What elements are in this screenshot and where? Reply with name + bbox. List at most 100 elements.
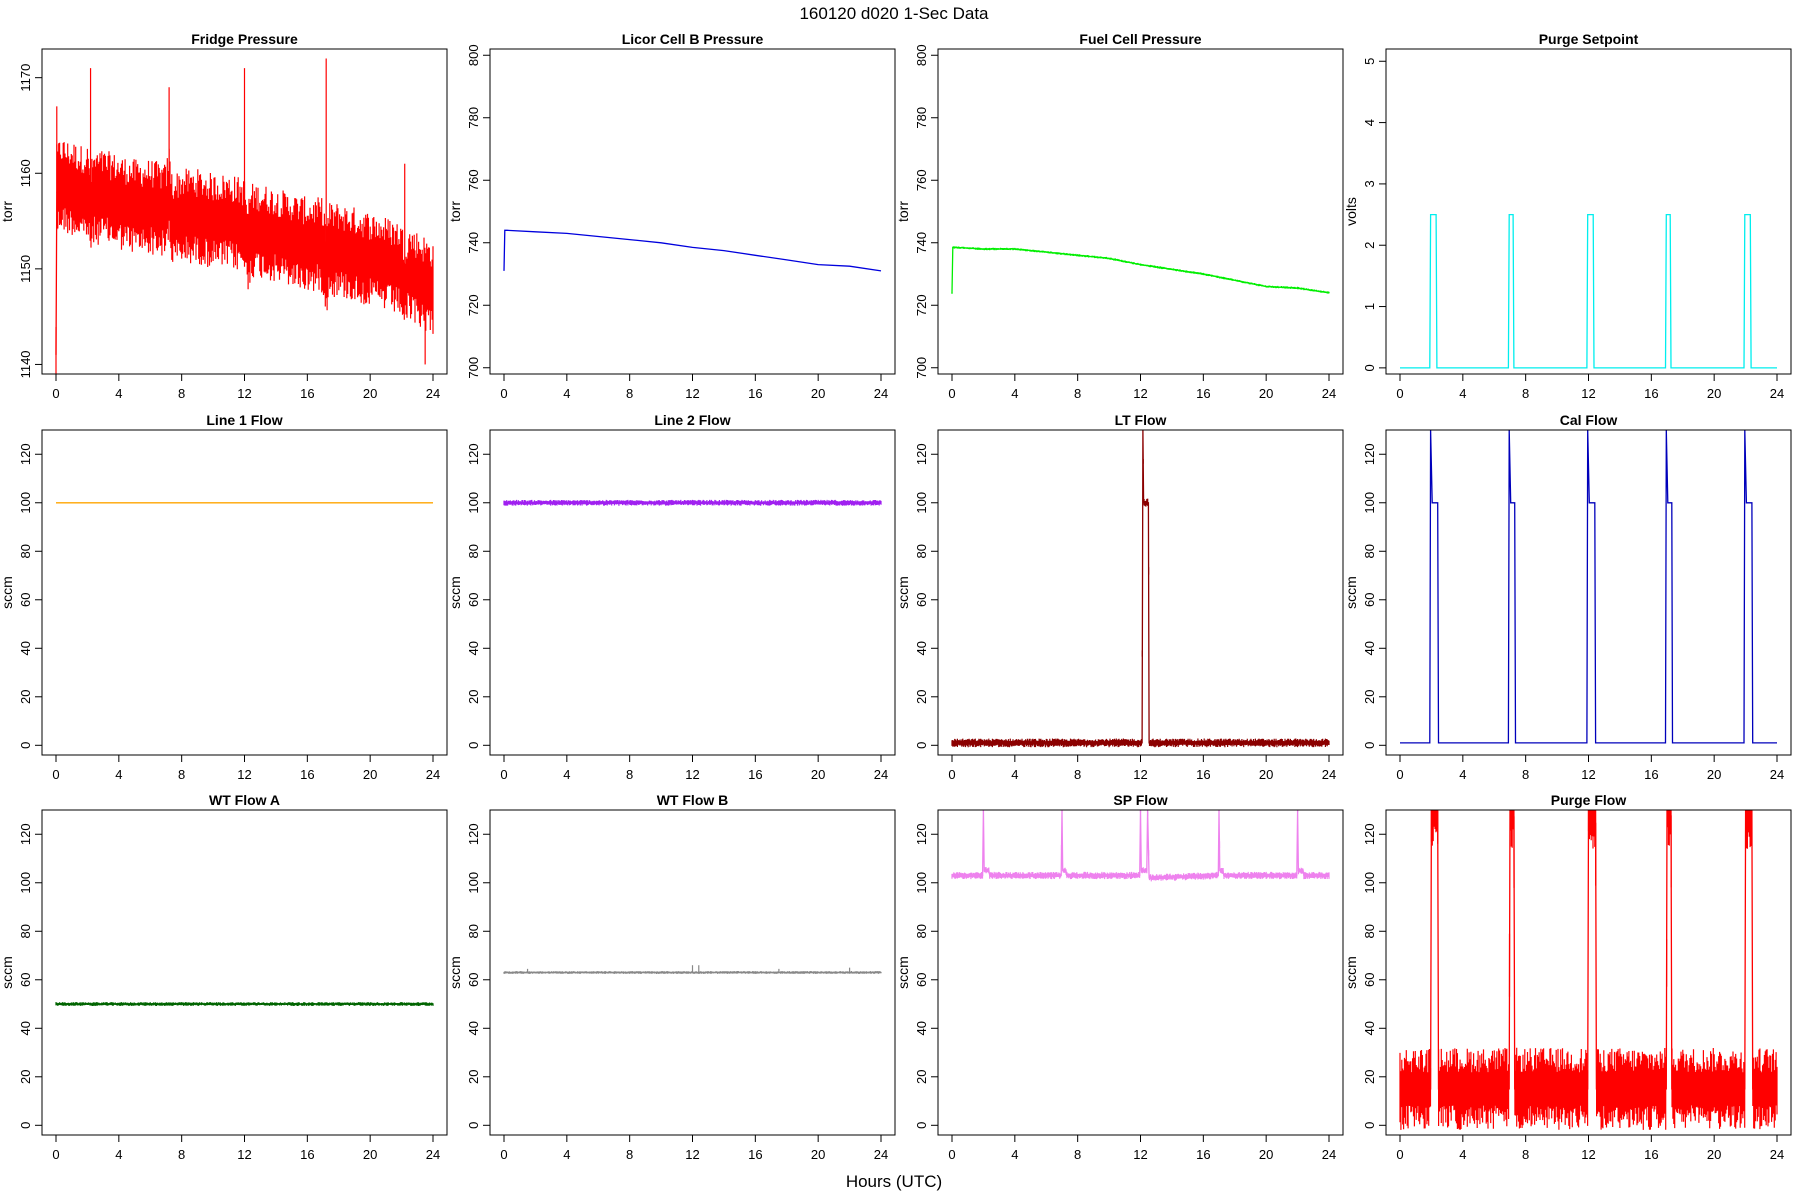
y-tick-label: 60 [466, 973, 481, 987]
x-tick-label: 0 [948, 767, 955, 782]
x-tick-label: 8 [178, 386, 185, 401]
x-tick-label: 12 [1581, 1147, 1595, 1162]
series-wt-flow-b [503, 965, 882, 974]
plot-frame [1385, 48, 1792, 375]
x-tick-label: 16 [300, 386, 314, 401]
y-tick-label: 0 [466, 742, 481, 749]
y-tick-label: 740 [466, 232, 481, 254]
x-tick-label: 4 [563, 767, 570, 782]
y-tick-label: 0 [1362, 1122, 1377, 1129]
y-tick-label: 20 [1362, 690, 1377, 704]
x-tick-label: 24 [426, 1147, 440, 1162]
x-tick-label: 24 [1322, 1147, 1336, 1162]
figure-title: 160120 d020 1-Sec Data [799, 4, 989, 23]
x-tick-label: 16 [300, 767, 314, 782]
panel-title: Licor Cell B Pressure [622, 31, 764, 47]
x-tick-label: 8 [626, 767, 633, 782]
y-tick-label: 40 [914, 1021, 929, 1035]
x-tick-label: 0 [1396, 386, 1403, 401]
y-tick-label: 0 [914, 742, 929, 749]
series-purge-flow [1399, 810, 1778, 1130]
panel-title: Fuel Cell Pressure [1079, 31, 1201, 47]
x-tick-label: 4 [563, 1147, 570, 1162]
x-tick-label: 20 [363, 767, 377, 782]
x-tick-label: 24 [1770, 1147, 1784, 1162]
y-tick-label: 80 [1362, 924, 1377, 938]
y-axis-label: torr [0, 201, 15, 222]
y-tick-label: 20 [466, 1070, 481, 1084]
y-tick-label: 740 [914, 232, 929, 254]
y-axis-label: torr [447, 201, 463, 222]
y-tick-label: 80 [18, 544, 33, 558]
x-tick-label: 20 [1259, 1147, 1273, 1162]
x-tick-label: 20 [363, 386, 377, 401]
x-tick-label: 16 [748, 386, 762, 401]
x-tick-label: 4 [563, 386, 570, 401]
y-tick-label: 0 [914, 1122, 929, 1129]
x-tick-label: 8 [178, 1147, 185, 1162]
y-tick-label: 0 [1362, 742, 1377, 749]
y-tick-label: 800 [914, 44, 929, 66]
x-tick-label: 20 [363, 1147, 377, 1162]
y-tick-label: 40 [1362, 641, 1377, 655]
x-tick-label: 8 [1074, 1147, 1081, 1162]
series-cal-flow [1400, 430, 1777, 744]
x-tick-label: 4 [1459, 767, 1466, 782]
y-tick-label: 120 [1362, 823, 1377, 845]
x-tick-label: 24 [874, 386, 888, 401]
y-tick-label: 120 [1362, 443, 1377, 465]
x-tick-label: 8 [626, 1147, 633, 1162]
y-tick-label: 1170 [18, 64, 33, 92]
series-band [1399, 810, 1778, 1130]
y-tick-label: 1160 [18, 159, 33, 187]
series-band [55, 142, 434, 374]
y-tick-label: 4 [1362, 119, 1377, 126]
y-axis-label: sccm [0, 956, 15, 989]
y-tick-label: 20 [18, 1070, 33, 1084]
panel-title: LT Flow [1115, 412, 1167, 428]
y-tick-label: 60 [1362, 973, 1377, 987]
x-tick-label: 0 [52, 767, 59, 782]
x-tick-label: 4 [1459, 1147, 1466, 1162]
panel-sp-flow: SP Flow sccm 0 4 8 12 16 20 24 0 20 40 60 80 100 120 [895, 792, 1344, 1162]
y-tick-label: 100 [466, 492, 481, 514]
x-tick-label: 24 [1322, 767, 1336, 782]
y-tick-label: 80 [1362, 544, 1377, 558]
x-tick-label: 20 [811, 1147, 825, 1162]
x-tick-label: 12 [237, 386, 251, 401]
series-band [951, 459, 1330, 748]
y-tick-label: 100 [914, 872, 929, 894]
x-tick-label: 8 [1522, 386, 1529, 401]
y-tick-label: 80 [914, 544, 929, 558]
y-tick-label: 20 [1362, 1070, 1377, 1084]
series-line [1400, 213, 1777, 369]
x-tick-label: 12 [1581, 386, 1595, 401]
series-purge-setpoint [1400, 213, 1777, 369]
series-licor-cell-b-pressure [503, 229, 882, 272]
x-tick-label: 8 [1074, 386, 1081, 401]
x-tick-label: 20 [1707, 1147, 1721, 1162]
y-tick-label: 80 [466, 924, 481, 938]
y-tick-label: 40 [466, 641, 481, 655]
panel-cal-flow: Cal Flow sccm 0 4 8 12 16 20 24 0 20 40 60 80 100 120 [1343, 412, 1792, 782]
panel-title: Purge Flow [1551, 792, 1627, 808]
panel-title: Fridge Pressure [191, 31, 298, 47]
y-tick-label: 40 [18, 1021, 33, 1035]
x-tick-label: 8 [626, 386, 633, 401]
x-tick-label: 12 [1133, 1147, 1147, 1162]
y-axis-label: sccm [1343, 956, 1359, 989]
panel-lt-flow: LT Flow sccm 0 4 8 12 16 20 24 0 20 40 60 80 100 120 [895, 412, 1344, 782]
panel-title: Line 2 Flow [654, 412, 730, 428]
y-axis-label: sccm [447, 956, 463, 989]
x-tick-label: 4 [115, 386, 122, 401]
x-tick-label: 24 [874, 1147, 888, 1162]
x-tick-label: 8 [1522, 1147, 1529, 1162]
y-tick-label: 0 [18, 742, 33, 749]
y-tick-label: 60 [18, 593, 33, 607]
x-axis-label: Hours (UTC) [846, 1172, 942, 1191]
panel-title: WT Flow B [657, 792, 729, 808]
y-axis-label: sccm [447, 576, 463, 609]
y-tick-label: 100 [1362, 492, 1377, 514]
